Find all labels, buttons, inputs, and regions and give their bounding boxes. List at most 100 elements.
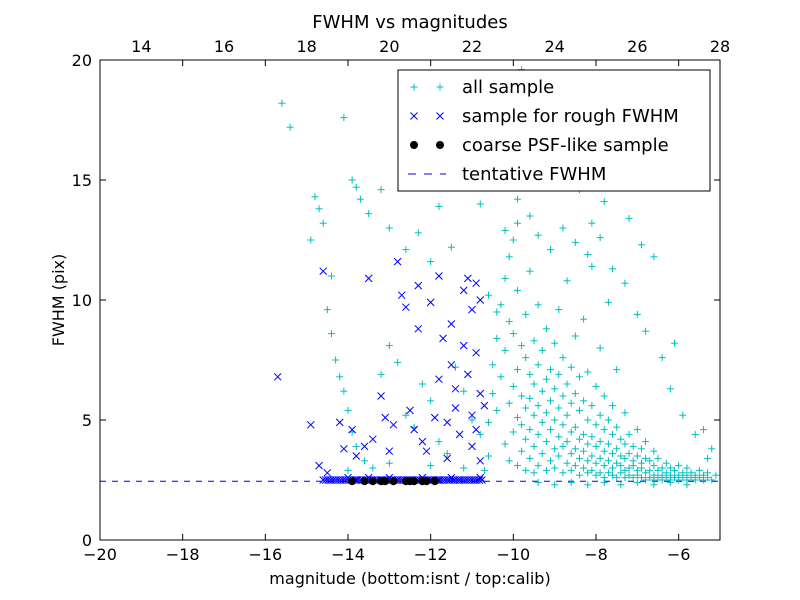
rough-sample-point: [319, 267, 328, 276]
all-sample-point: [526, 370, 534, 378]
rough-sample-point: [480, 401, 489, 410]
all-sample-point: [361, 457, 369, 465]
all-sample-point: [695, 474, 703, 482]
top-x-tick-label: 24: [544, 37, 564, 56]
all-sample-point: [613, 366, 621, 374]
all-sample-point: [513, 414, 521, 422]
all-sample-point: [513, 219, 521, 227]
rough-sample-point: [402, 303, 410, 312]
all-sample-point: [592, 421, 600, 429]
all-sample-point: [427, 258, 435, 266]
axes: −20 −18 −16 −14 −12 −10 −8 −6 14 16 18 20 22 24 26 28 0 5…: [72, 37, 731, 564]
all-sample-point: [621, 466, 629, 474]
all-sample-point: [662, 469, 670, 477]
legend-marker: [436, 141, 444, 149]
all-sample-point: [547, 397, 555, 405]
all-sample-point: [435, 438, 443, 446]
series-all-sample: [278, 66, 720, 489]
all-sample-point: [683, 481, 691, 489]
all-sample-point: [551, 385, 559, 393]
all-sample-point: [365, 210, 373, 218]
all-sample-point: [708, 476, 716, 484]
all-sample-point: [522, 310, 530, 318]
psf-sample-point: [368, 477, 377, 486]
all-sample-point: [571, 423, 579, 431]
all-sample-point: [592, 471, 600, 479]
all-sample-point: [555, 452, 563, 460]
all-sample-point: [637, 241, 645, 249]
all-sample-point: [530, 411, 538, 419]
all-sample-point: [489, 361, 497, 369]
all-sample-point: [708, 445, 716, 453]
all-sample-point: [522, 404, 530, 412]
rough-sample-point: [393, 257, 402, 266]
all-sample-point: [542, 325, 550, 333]
all-sample-point: [596, 469, 604, 477]
all-sample-point: [613, 423, 621, 431]
all-sample-point: [609, 450, 617, 458]
all-sample-point: [559, 354, 567, 362]
all-sample-point: [609, 464, 617, 472]
all-sample-point: [683, 464, 691, 472]
all-sample-point: [604, 416, 612, 424]
all-sample-point: [352, 183, 360, 191]
all-sample-point: [600, 478, 608, 486]
all-sample-point: [447, 243, 455, 251]
all-sample-point: [642, 469, 650, 477]
all-sample-point: [518, 447, 526, 455]
series-psf-sample: [348, 477, 439, 486]
legend-box: [397, 69, 711, 192]
all-sample-point: [394, 358, 402, 366]
all-sample-point: [402, 246, 410, 254]
rough-sample-point: [435, 272, 443, 280]
legend-entry: coarse PSF-like sample: [410, 135, 669, 156]
rough-sample-point: [472, 425, 480, 434]
rough-sample-point: [389, 420, 398, 429]
all-sample-point: [567, 466, 575, 474]
all-sample-point: [588, 402, 596, 410]
all-sample-point: [596, 454, 604, 462]
legend-entry: all sample: [410, 77, 554, 98]
all-sample-point: [633, 452, 641, 460]
all-sample-point: [580, 464, 588, 472]
all-sample-point: [563, 411, 571, 419]
all-sample-point: [658, 464, 666, 472]
all-sample-point: [666, 471, 674, 479]
all-sample-point: [526, 212, 534, 220]
all-sample-point: [642, 476, 650, 484]
top-x-tick-label: 20: [379, 37, 399, 56]
top-x-tick-label: 14: [131, 37, 151, 56]
all-sample-point: [522, 466, 530, 474]
all-sample-point: [542, 375, 550, 383]
all-sample-point: [356, 195, 364, 203]
all-sample-point: [633, 426, 641, 434]
all-sample-point: [637, 474, 645, 482]
rough-sample-point: [340, 444, 348, 453]
all-sample-point: [621, 279, 629, 287]
all-sample-point: [617, 452, 625, 460]
all-sample-point: [596, 344, 604, 352]
all-sample-point: [559, 469, 567, 477]
all-sample-point: [497, 301, 505, 309]
all-sample-point: [584, 469, 592, 477]
all-sample-point: [505, 253, 513, 261]
all-sample-point: [629, 442, 637, 450]
psf-sample-point: [422, 477, 431, 486]
all-sample-point: [609, 402, 617, 410]
all-sample-point: [555, 306, 563, 314]
all-sample-point: [662, 459, 670, 467]
all-sample-point: [476, 430, 484, 438]
all-sample-point: [592, 459, 600, 467]
rough-sample-point: [348, 425, 356, 434]
series-rough-sample: [273, 257, 489, 484]
all-sample-point: [691, 430, 699, 438]
all-sample-point: [588, 466, 596, 474]
rough-sample-point: [455, 430, 464, 439]
rough-sample-point: [468, 411, 476, 420]
all-sample-point: [547, 246, 555, 254]
all-sample-point: [555, 433, 563, 441]
all-sample-point: [571, 238, 579, 246]
all-sample-point: [571, 462, 579, 470]
all-sample-point: [563, 277, 571, 285]
all-sample-point: [344, 466, 352, 474]
